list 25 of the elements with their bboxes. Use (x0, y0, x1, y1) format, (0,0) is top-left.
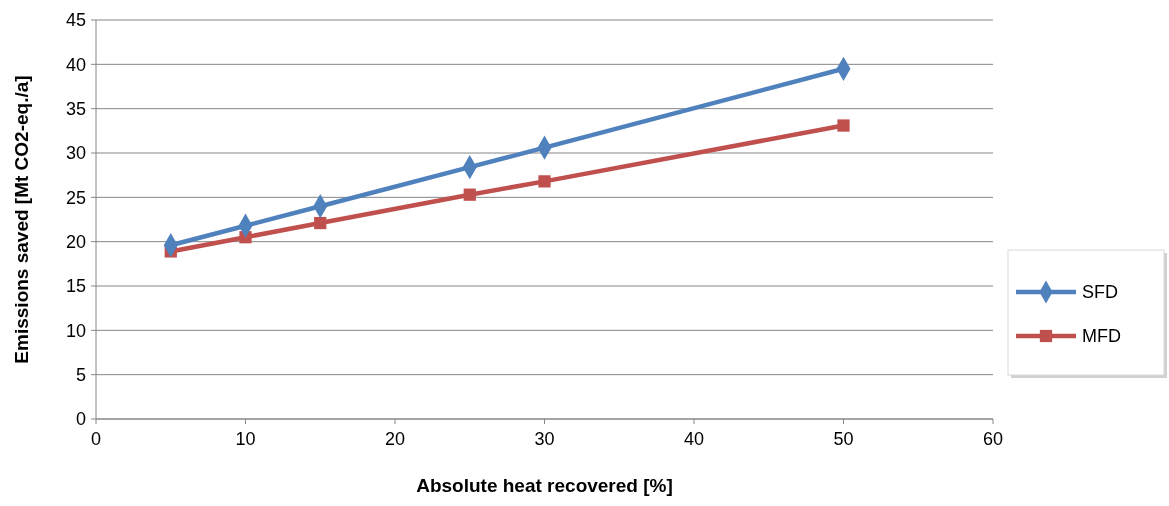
x-tick-label: 50 (833, 429, 854, 449)
x-tick-label: 20 (384, 429, 406, 449)
y-tick-label: 5 (75, 364, 86, 385)
x-tick-label: 40 (683, 429, 705, 449)
x-tick-label: 30 (534, 429, 555, 449)
legend-label: MFD (1082, 326, 1121, 347)
y-tick-label: 10 (65, 320, 86, 341)
y-tick-label: 25 (65, 187, 86, 208)
y-tick-label: 30 (65, 143, 86, 164)
y-tick-label: 0 (75, 409, 86, 430)
x-tick-label: 60 (982, 429, 1004, 449)
point (463, 188, 476, 201)
y-tick-label: 35 (65, 98, 86, 119)
y-tick-label: 40 (65, 54, 86, 75)
y-tick-label: 45 (65, 10, 86, 31)
y-tick-label: 20 (65, 231, 86, 252)
point (314, 216, 327, 230)
x-tick-label: 0 (90, 429, 102, 449)
x-tick-label: 10 (235, 429, 256, 449)
y-axis-title: Emissions saved [Mt CO2-eq./a] (11, 75, 32, 364)
point (538, 175, 551, 188)
legend-label: SFD (1082, 282, 1118, 303)
point (837, 119, 850, 132)
y-tick-label: 15 (65, 276, 86, 297)
x-axis-title: Absolute heat recovered [%] (416, 475, 673, 496)
